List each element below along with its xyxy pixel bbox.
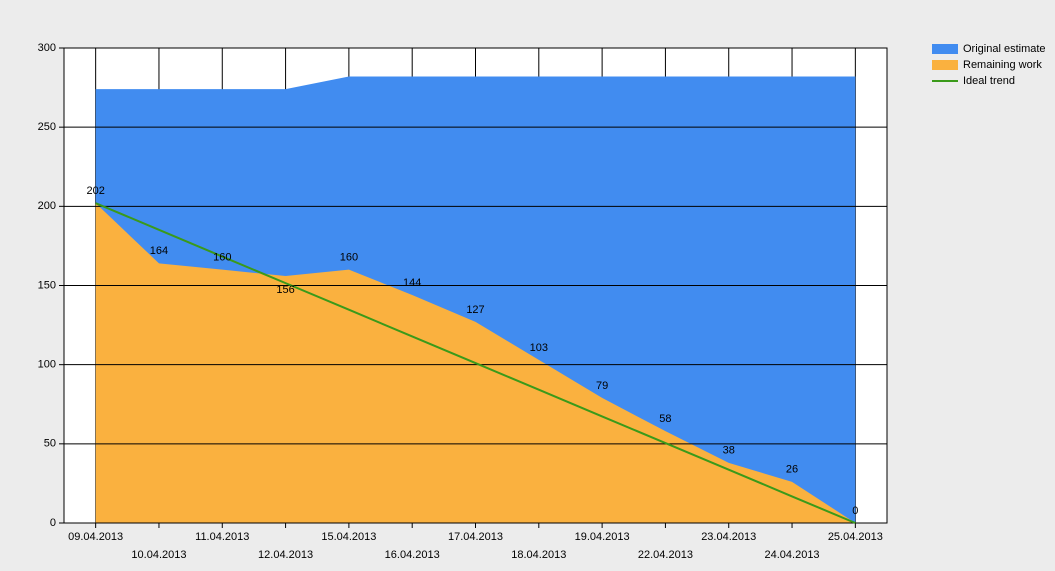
x-tick-label: 16.04.2013 [385, 549, 440, 561]
data-label: 127 [466, 304, 484, 316]
y-tick-label: 0 [50, 517, 56, 529]
data-label: 164 [150, 245, 168, 257]
trend-line [95, 202, 856, 524]
data-label: 160 [213, 252, 231, 264]
x-tick-label: 11.04.2013 [195, 531, 249, 543]
data-label: 0 [852, 505, 858, 517]
x-tick-label: 19.04.2013 [575, 531, 630, 543]
y-tick-label: 50 [44, 438, 56, 450]
x-tick-label: 09.04.2013 [68, 531, 123, 543]
data-label: 144 [403, 277, 421, 289]
x-tick-label: 17.04.2013 [448, 531, 503, 543]
data-label: 156 [276, 284, 294, 296]
data-label: 103 [530, 342, 548, 354]
x-tick-label: 18.04.2013 [511, 549, 566, 561]
y-tick-label: 300 [38, 42, 56, 54]
x-tick-label: 25.04.2013 [828, 531, 883, 543]
y-tick-label: 100 [38, 359, 56, 371]
x-tick-label: 12.04.2013 [258, 549, 313, 561]
data-label: 79 [596, 380, 608, 392]
y-tick-label: 150 [38, 279, 56, 291]
data-label: 26 [786, 464, 798, 476]
y-tick-label: 200 [38, 200, 56, 212]
y-tick-label: 250 [38, 121, 56, 133]
legend-label: Original estimate [963, 43, 1046, 55]
x-tick-label: 22.04.2013 [638, 549, 693, 561]
x-tick-label: 15.04.2013 [321, 531, 376, 543]
data-label: 160 [340, 252, 358, 264]
x-tick-label: 23.04.2013 [701, 531, 756, 543]
x-tick-label: 24.04.2013 [765, 549, 820, 561]
legend-swatch [932, 60, 958, 70]
x-tick-label: 10.04.2013 [131, 549, 186, 561]
legend-label: Remaining work [963, 59, 1042, 71]
data-label: 58 [659, 413, 671, 425]
legend-swatch [932, 44, 958, 54]
data-label: 202 [86, 185, 104, 197]
data-label: 38 [723, 445, 735, 457]
legend-label: Ideal trend [963, 75, 1015, 87]
